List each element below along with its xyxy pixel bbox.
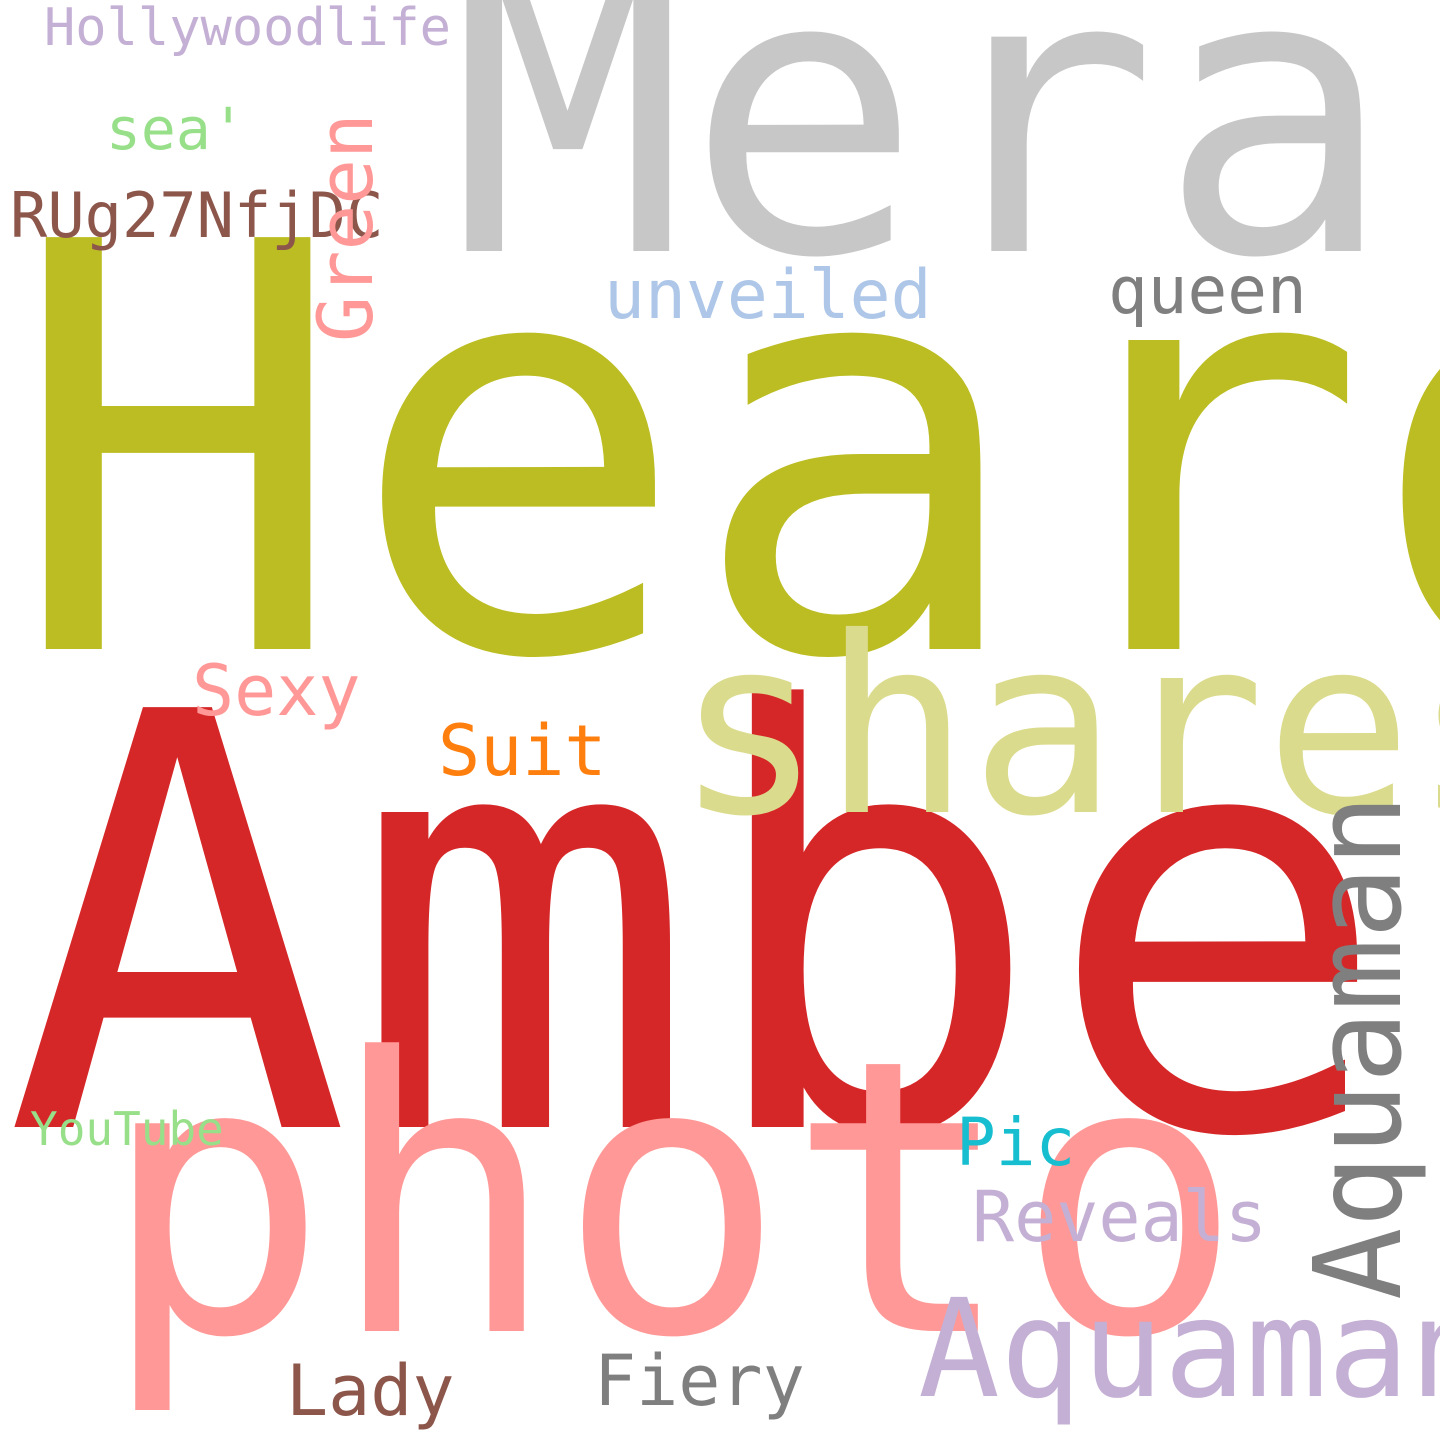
word-rug27nfjdc: RUg27NfjDC	[10, 179, 384, 252]
word-aquaman-quote: Aquaman'	[918, 1271, 1440, 1429]
word-shares: shares	[675, 585, 1440, 870]
word-amber: Amber	[4, 592, 1440, 1263]
word-fiery: Fiery	[594, 1340, 805, 1422]
word-youtube: YouTube	[30, 1102, 224, 1156]
word-green: Green	[301, 113, 390, 342]
word-sea: sea'	[106, 95, 246, 163]
word-hollywoodlife: Hollywoodlife	[44, 0, 451, 58]
word-sexy: Sexy	[192, 650, 361, 732]
word-reveals: Reveals	[972, 1176, 1268, 1258]
word-mera: Mera	[450, 0, 1395, 344]
word-heard: Heard	[8, 126, 1440, 783]
word-aquaman: Aquaman	[1290, 794, 1429, 1300]
word-photo: photo	[100, 978, 1244, 1421]
word-suit: Suit	[438, 710, 607, 792]
word-lady: Lady	[286, 1350, 455, 1432]
word-unveiled: unveiled	[604, 256, 932, 335]
word-pic: Pic	[956, 1104, 1076, 1181]
word-queen: queen	[1108, 252, 1307, 329]
